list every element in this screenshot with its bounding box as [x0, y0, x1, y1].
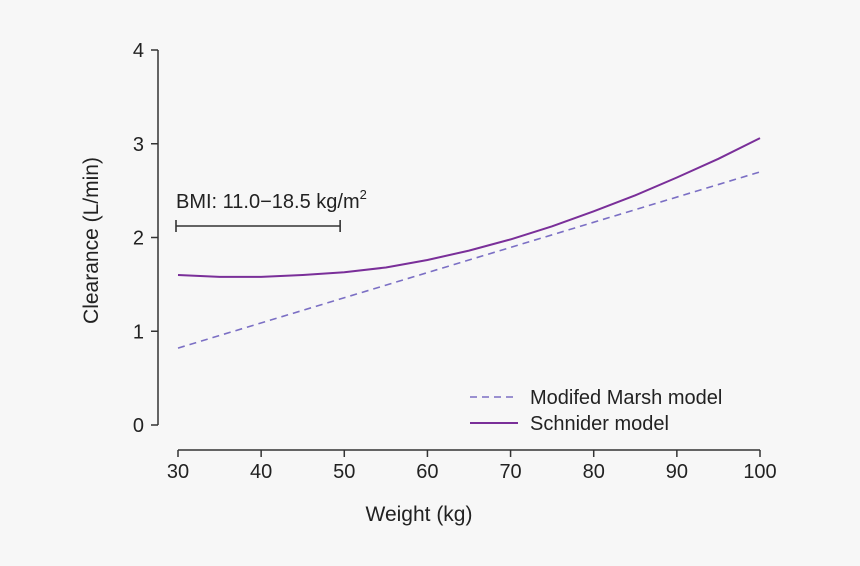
legend: Modifed Marsh model Schnider model	[470, 387, 722, 435]
x-tick-label: 70	[499, 461, 521, 483]
y-tick-label: 0	[133, 415, 144, 437]
bmi-annotation-superscript: 2	[360, 187, 367, 202]
axes: 0 1 2 3 4 30 40 50 60 70 80 90 100 Weight (kg) Clearan…	[80, 40, 777, 526]
series-line-schnider	[177, 137, 761, 278]
x-tick-label: 50	[333, 461, 355, 483]
legend-label: Modifed Marsh model	[530, 387, 722, 409]
x-axis-label: Weight (kg)	[366, 503, 473, 526]
x-tick-label: 40	[250, 461, 272, 483]
y-tick-label: 2	[133, 228, 144, 250]
y-tick-label: 1	[133, 321, 144, 343]
x-tick-label: 100	[743, 461, 776, 483]
plot-marks	[177, 137, 761, 349]
y-tick-label: 3	[133, 134, 144, 156]
x-tick-label: 60	[416, 461, 438, 483]
x-tick-label: 30	[167, 461, 189, 483]
x-tick-label: 80	[583, 461, 605, 483]
x-tick-label: 90	[666, 461, 688, 483]
y-tick-label: 4	[133, 40, 144, 62]
legend-label: Schnider model	[530, 413, 669, 435]
y-axis-label: Clearance (L/min)	[80, 157, 103, 324]
bmi-annotation-label: BMI: 11.0−18.5 kg/m2	[176, 187, 367, 213]
series-line-modified-marsh	[177, 171, 761, 349]
annotations: BMI: 11.0−18.5 kg/m2	[175, 187, 367, 232]
